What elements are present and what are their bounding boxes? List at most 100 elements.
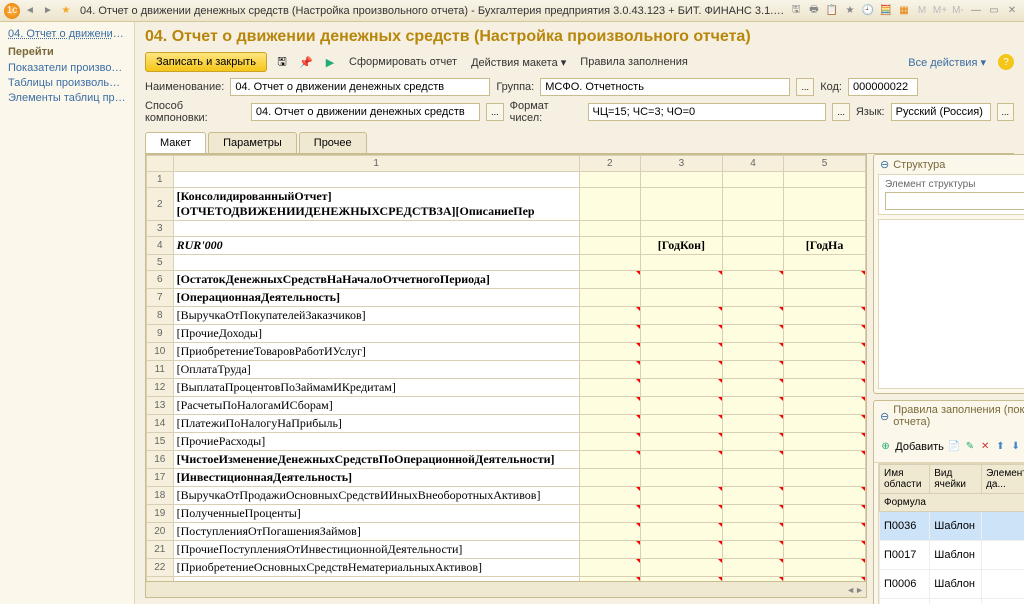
sheet-row[interactable]: 19[ПолученныеПроценты] [147, 505, 866, 523]
tool-icon[interactable]: 🖶 [806, 3, 822, 19]
m-icon[interactable]: M [914, 3, 930, 19]
fav-icon[interactable]: ★ [58, 3, 74, 19]
close-icon[interactable]: ✕ [1004, 3, 1020, 19]
sheet-row[interactable]: 20[ПоступленияОтПогашенияЗаймов] [147, 523, 866, 541]
fill-rules-link[interactable]: Правила заполнения [576, 56, 692, 68]
group-input[interactable] [540, 78, 790, 96]
structure-label: Элемент структуры [885, 179, 1024, 190]
rules-row[interactable]: П0007Шаблон [880, 599, 1024, 604]
rules-row[interactable]: П0006Шаблон [880, 570, 1024, 599]
all-actions-link[interactable]: Все действия ▾ [908, 56, 986, 69]
nav-item[interactable]: Показатели произвольн... [8, 62, 126, 74]
tool-icon[interactable]: 📋 [824, 3, 840, 19]
sheet-row[interactable]: 21[ПрочиеПоступленияОтИнвестиционнойДеят… [147, 541, 866, 559]
sheet-row[interactable]: 11[ОплатаТруда] [147, 361, 866, 379]
structure-input[interactable] [885, 192, 1024, 210]
code-input[interactable] [848, 78, 918, 96]
name-input[interactable] [230, 78, 490, 96]
save-close-button[interactable]: Записать и закрыть [145, 52, 267, 72]
m-plus-icon[interactable]: M+ [932, 3, 948, 19]
help-icon[interactable]: ? [998, 54, 1014, 70]
structure-title: Структура [893, 159, 945, 171]
group-select-button[interactable]: ... [796, 78, 814, 96]
page-title: 04. Отчет о движении денежных средств (Н… [145, 28, 1014, 46]
code-label: Код: [820, 81, 842, 93]
numfmt-label: Формат чисел: [510, 100, 582, 124]
nav-heading: Перейти [8, 46, 126, 58]
sheet-row[interactable]: 1 [147, 172, 866, 188]
sheet-row[interactable]: 18[ВыручкаОтПродажиОсновныхСредствИИныхВ… [147, 487, 866, 505]
minimize-icon[interactable]: — [968, 3, 984, 19]
h-scrollbar[interactable]: ◄► [146, 581, 866, 597]
spreadsheet[interactable]: 1234512[КонсолидированныйОтчет][ОТЧЕТОДВ… [145, 154, 867, 598]
layout-select-button[interactable]: ... [486, 103, 503, 121]
rules-row[interactable]: П0036Шаблон [880, 512, 1024, 541]
rules-panel: ⊖Правила заполнения (показатели отчета) … [873, 400, 1024, 604]
save-icon[interactable]: 🖫 [273, 53, 291, 71]
app-icon[interactable]: 1c [4, 3, 20, 19]
lang-label: Язык: [856, 106, 885, 118]
name-label: Наименование: [145, 81, 224, 93]
tool-icon[interactable]: 🧮 [878, 3, 894, 19]
sheet-row[interactable]: 22[ПриобретениеОсновныхСредствНематериал… [147, 559, 866, 577]
lang-select-button[interactable]: ... [997, 103, 1014, 121]
layout-label: Способ компоновки: [145, 100, 245, 124]
sheet-row[interactable]: 12[ВыплатаПроцентовПоЗаймамИКредитам] [147, 379, 866, 397]
numfmt-select-button[interactable]: ... [832, 103, 849, 121]
delete-icon[interactable]: ✕ [980, 440, 991, 454]
collapse-icon[interactable]: ⊖ [880, 158, 889, 171]
sidebar: 04. Отчет о движении... Перейти Показате… [0, 22, 135, 604]
tool-icon[interactable]: 🖫 [788, 3, 804, 19]
tab[interactable]: Макет [145, 132, 206, 153]
sheet-row[interactable]: 16[ЧистоеИзменениеДенежныхСредствПоОпера… [147, 451, 866, 469]
tab[interactable]: Прочее [299, 132, 367, 153]
sheet-row[interactable]: 17[ИнвестиционнаяДеятельность] [147, 469, 866, 487]
layout-input[interactable] [251, 103, 480, 121]
rules-row[interactable]: П0017Шаблон [880, 541, 1024, 570]
tool-icon[interactable]: ▦ [896, 3, 912, 19]
tool-icon[interactable]: 🕘 [860, 3, 876, 19]
window-title: 04. Отчет о движении денежных средств (Н… [76, 5, 788, 17]
sheet-row[interactable]: 3 [147, 221, 866, 237]
copy-icon[interactable]: 📄 [948, 440, 960, 454]
sheet-row[interactable]: 10[ПриобретениеТоваровРаботИУслуг] [147, 343, 866, 361]
tab[interactable]: Параметры [208, 132, 297, 153]
back-icon[interactable]: ◄ [22, 3, 38, 19]
sheet-row[interactable]: 5 [147, 255, 866, 271]
add-icon[interactable]: ⊕ [880, 440, 891, 454]
toolbar: Записать и закрыть 🖫 📌 ▶ Сформировать от… [145, 52, 1014, 72]
edit-icon[interactable]: ✎ [964, 440, 975, 454]
nav-item[interactable]: Таблицы произвольных о... [8, 77, 126, 89]
fwd-icon[interactable]: ► [40, 3, 56, 19]
numfmt-input[interactable] [588, 103, 827, 121]
tool-icon[interactable]: ★ [842, 3, 858, 19]
sidebar-tab[interactable]: 04. Отчет о движении... [8, 28, 126, 40]
sheet-row[interactable]: 8[ВыручкаОтПокупателейЗаказчиков] [147, 307, 866, 325]
down-icon[interactable]: ⬇ [1010, 440, 1021, 454]
maximize-icon[interactable]: ▭ [986, 3, 1002, 19]
rules-title: Правила заполнения (показатели отчета) [893, 404, 1024, 428]
play-icon[interactable]: ▶ [321, 53, 339, 71]
sheet-row[interactable]: 9[ПрочиеДоходы] [147, 325, 866, 343]
titlebar: 1c ◄ ► ★ 04. Отчет о движении денежных с… [0, 0, 1024, 22]
sheet-row[interactable]: 13[РасчетыПоНалогамИСборам] [147, 397, 866, 415]
sheet-row[interactable]: 6[ОстатокДенежныхСредствНаНачалоОтчетног… [147, 271, 866, 289]
add-button[interactable]: Добавить [895, 441, 944, 453]
collapse-icon[interactable]: ⊖ [880, 410, 889, 423]
m-minus-icon[interactable]: M- [950, 3, 966, 19]
structure-area[interactable] [878, 219, 1024, 389]
sheet-row[interactable]: 14[ПлатежиПоНалогуНаПрибыль] [147, 415, 866, 433]
sheet-row[interactable]: 4RUR'000[ГодКон][ГодНа [147, 237, 866, 255]
tabs: МакетПараметрыПрочее [145, 132, 1014, 154]
structure-panel: ⊖ Структура Элемент структуры [873, 154, 1024, 394]
form-report-link[interactable]: Сформировать отчет [345, 56, 461, 68]
up-icon[interactable]: ⬆ [995, 440, 1006, 454]
group-label: Группа: [496, 81, 534, 93]
lang-input[interactable] [891, 103, 991, 121]
nav-item[interactable]: Элементы таблиц произв... [8, 92, 126, 104]
sheet-row[interactable]: 7[ОперационнаяДеятельность] [147, 289, 866, 307]
sheet-row[interactable]: 2[КонсолидированныйОтчет][ОТЧЕТОДВИЖЕНИИ… [147, 188, 866, 221]
layout-actions-link[interactable]: Действия макета ▾ [467, 56, 570, 69]
sheet-row[interactable]: 15[ПрочиеРасходы] [147, 433, 866, 451]
pin-icon[interactable]: 📌 [297, 53, 315, 71]
